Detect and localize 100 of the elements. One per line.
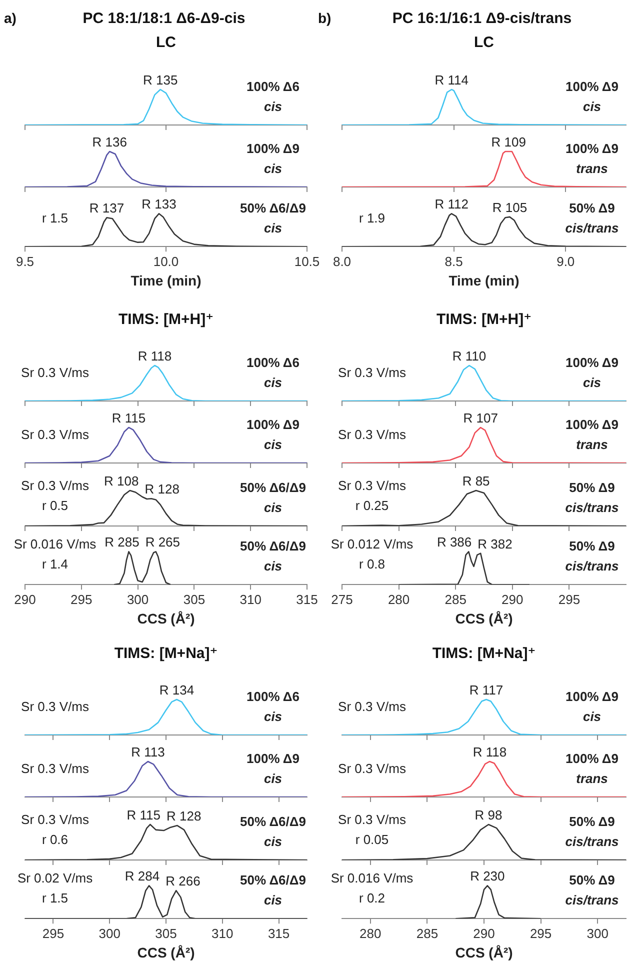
annotation: 100% Δ9: [566, 751, 618, 766]
x-tick-label: 295: [530, 926, 552, 941]
x-tick-label: 290: [473, 926, 495, 941]
x-tick-label: 10.5: [294, 254, 320, 269]
annotation: cis: [264, 771, 282, 786]
chart-title: LC: [155, 34, 177, 51]
annotation: 100% Δ6: [246, 355, 300, 370]
x-tick-label: 290: [14, 592, 36, 607]
annotation: 50% Δ9: [569, 538, 615, 554]
chart-title: TIMS: [M+Na]⁺: [431, 644, 537, 662]
annotation: cis: [264, 220, 282, 236]
x-tick-label: 285: [416, 926, 438, 941]
annotation: r 1.5: [42, 890, 68, 906]
annotation: 50% Δ6/Δ9: [240, 480, 306, 495]
annotation: r 0.6: [42, 832, 68, 847]
annotation: R 105: [492, 200, 528, 215]
x-tick-label: 300: [586, 926, 608, 941]
annotation: R 109: [491, 134, 526, 150]
annotation: Sr 0.3 V/ms: [21, 812, 90, 827]
x-tick-label: 305: [155, 926, 177, 941]
annotation: 100% Δ9: [566, 689, 618, 704]
annotation: R 98: [474, 807, 502, 822]
x-tick-label: 315: [268, 926, 290, 941]
x-tick-label: 295: [70, 592, 92, 607]
annotation: R 135: [143, 72, 178, 88]
annotation: R 134: [159, 682, 194, 698]
annotation: cis/trans: [565, 558, 619, 574]
text: Sr 0.016 V/ms: [14, 536, 97, 552]
annotation: R 133: [142, 196, 176, 212]
annotation: r 1.9: [358, 210, 386, 226]
annotation: R 113: [131, 744, 165, 760]
annotation: Sr 0.3 V/ms: [21, 427, 90, 442]
annotation: R 136: [92, 134, 127, 150]
annotation: R 118: [472, 744, 507, 760]
annotation: r 0.2: [358, 890, 386, 906]
x-axis-title: Time (min): [130, 272, 202, 288]
chart-title: LC: [473, 34, 495, 51]
annotation: r 0.05: [355, 832, 389, 847]
x-axis-title: Time (min): [448, 272, 520, 288]
annotation: cis: [582, 709, 602, 724]
annotation: r 1.5: [42, 210, 68, 226]
annotation: R 107: [463, 410, 498, 426]
annotation: 100% Δ9: [566, 79, 618, 94]
annotation: R 265: [145, 534, 180, 550]
annotation: R 137: [89, 200, 124, 216]
annotation: 50% Δ6/Δ9: [240, 200, 306, 216]
x-tick-label: 285: [444, 592, 466, 607]
annotation: 50% Δ9: [569, 200, 615, 216]
annotation: Sr 0.3 V/ms: [21, 699, 90, 714]
text: a): [4, 10, 16, 26]
annotation: cis: [264, 709, 282, 724]
annotation: R 128: [144, 481, 180, 496]
annotation: 50% Δ6/Δ9: [240, 814, 306, 829]
annotation: R 285: [104, 534, 140, 550]
x-tick-label: 8.5: [444, 254, 463, 269]
annotation: Sr 0.3 V/ms: [338, 427, 406, 442]
x-tick-label: 9.5: [16, 254, 34, 269]
annotation: trans: [576, 437, 608, 452]
annotation: cis/trans: [565, 220, 619, 236]
chart-title: TIMS: [M+H]⁺: [436, 310, 532, 328]
text: Sr 0.016 V/ms: [330, 870, 414, 886]
annotation: R 382: [478, 536, 512, 552]
text: Sr 0.012 V/ms: [330, 536, 414, 552]
annotation: 100% Δ9: [246, 417, 300, 432]
text: Sr 0.02 V/ms: [17, 870, 94, 886]
annotation: R 128: [166, 808, 202, 824]
x-tick-label: 9.0: [556, 254, 575, 269]
text: PC 18:1/18:1 Δ6-Δ9-cis: [82, 10, 246, 27]
annotation: R 266: [166, 873, 200, 888]
annotation: Sr 0.3 V/ms: [21, 761, 90, 776]
annotation: cis/trans: [565, 500, 619, 515]
x-tick-label: 310: [240, 592, 262, 607]
annotation: 100% Δ9: [566, 355, 618, 370]
annotation: cis: [264, 558, 282, 574]
x-axis-title: CCS (Å²): [455, 944, 513, 960]
x-axis-title: CCS (Å²): [455, 610, 513, 626]
annotation: cis: [264, 99, 282, 114]
x-tick-label: 8.0: [332, 254, 352, 269]
annotation: cis/trans: [565, 892, 619, 908]
annotation: cis: [264, 375, 282, 390]
annotation: r 0.25: [355, 498, 389, 513]
annotation: R 114: [434, 72, 468, 88]
annotation: 100% Δ9: [566, 141, 618, 156]
annotation: 50% Δ9: [569, 814, 615, 829]
annotation: r 0.8: [358, 556, 386, 572]
annotation: R 108: [104, 473, 139, 488]
x-axis-title: CCS (Å²): [137, 610, 195, 626]
annotation: R 386: [436, 534, 472, 550]
x-tick-label: 10.0: [153, 254, 179, 269]
annotation: R 115: [112, 410, 146, 426]
annotation: Sr 0.3 V/ms: [338, 761, 406, 776]
annotation: Sr 0.3 V/ms: [21, 478, 90, 493]
annotation: 100% Δ6: [246, 689, 300, 704]
x-axis-title: CCS (Å²): [137, 944, 195, 960]
x-tick-label: 300: [126, 592, 149, 607]
annotation: 100% Δ9: [246, 141, 300, 156]
annotation: R 118: [138, 348, 172, 364]
annotation: trans: [576, 161, 608, 176]
annotation: cis: [264, 500, 282, 515]
annotation: r 0.5: [42, 498, 68, 513]
